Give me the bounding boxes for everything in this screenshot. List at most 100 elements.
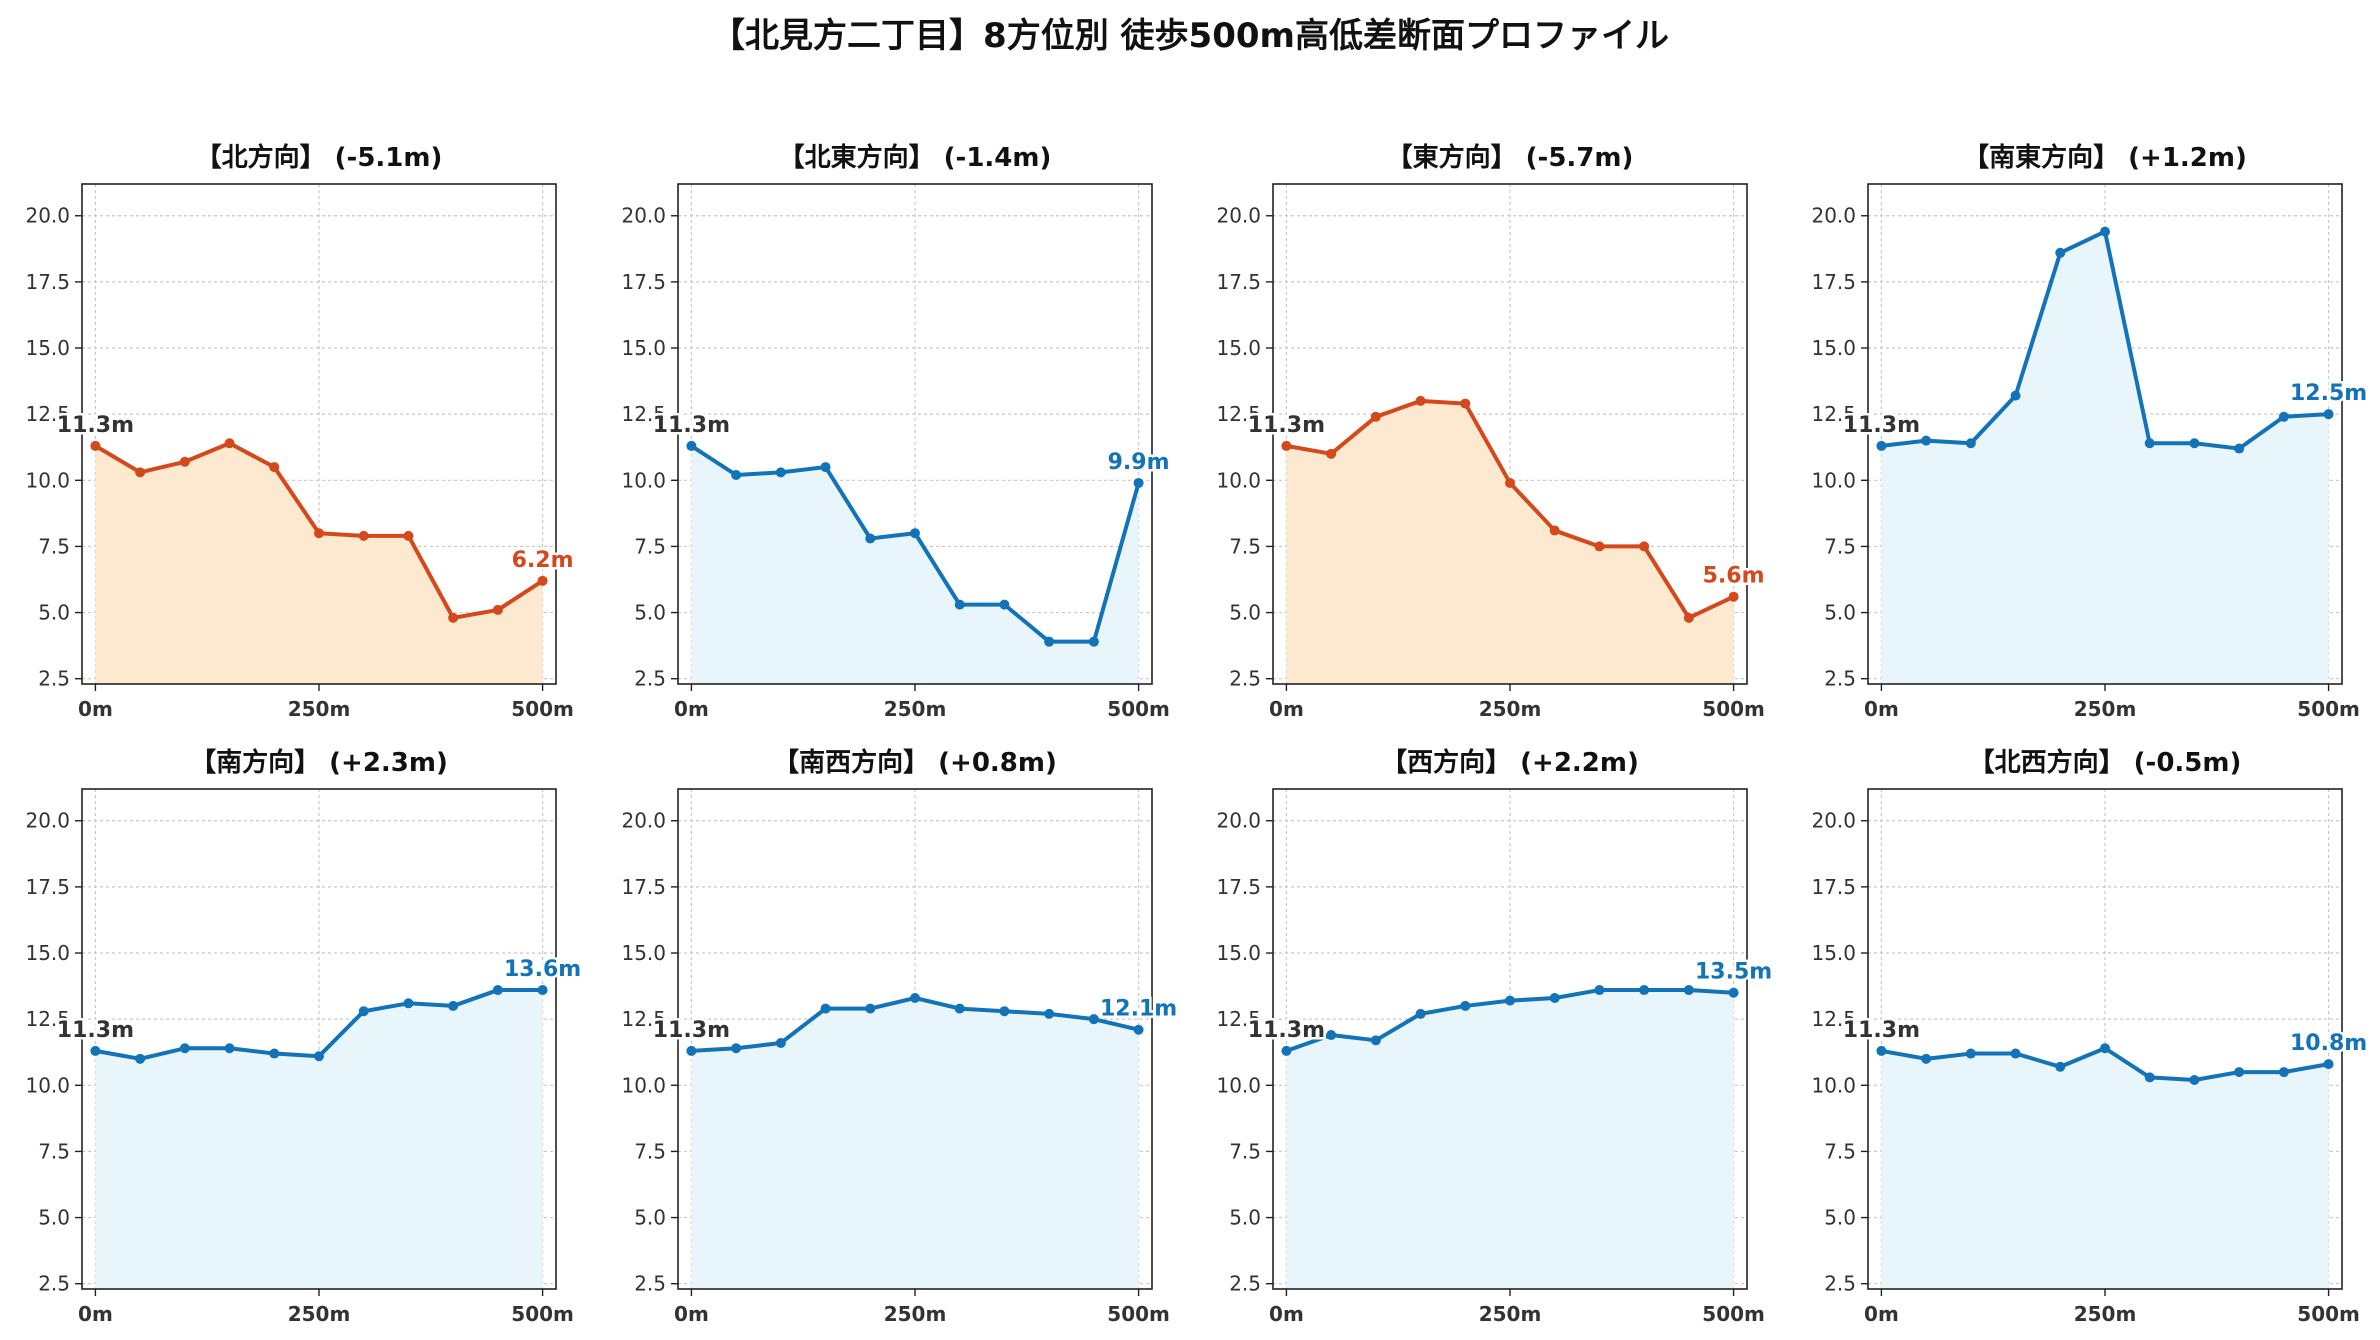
profile-point [686, 440, 697, 451]
y-tick-label: 2.5 [1824, 667, 1856, 691]
profile-point [1639, 985, 1650, 996]
y-tick-label: 10.0 [25, 1073, 70, 1097]
y-tick-label: 20.0 [25, 809, 70, 833]
profile-point [90, 440, 101, 451]
profile-point [403, 530, 414, 541]
profile-area [1286, 990, 1734, 1289]
profile-point [686, 1045, 697, 1056]
profile-point [403, 998, 414, 1009]
profile-point [1088, 1014, 1099, 1025]
start-elevation-label: 11.3m [653, 413, 730, 438]
y-tick-label: 15.0 [1811, 941, 1856, 965]
y-tick-label: 2.5 [634, 667, 666, 691]
y-tick-label: 5.0 [38, 601, 70, 625]
start-elevation-label: 11.3m [653, 1018, 730, 1043]
y-tick-label: 12.5 [1811, 1007, 1856, 1031]
y-tick-label: 12.5 [621, 1007, 666, 1031]
profile-point [1460, 1000, 1471, 1011]
end-elevation-label: 13.5m [1695, 960, 1772, 985]
profile-point [2144, 438, 2155, 449]
y-tick-label: 15.0 [621, 941, 666, 965]
profile-point [1728, 591, 1739, 602]
profile-point [2278, 1067, 2289, 1078]
y-tick-label: 2.5 [38, 1272, 70, 1296]
y-tick-label: 7.5 [38, 534, 70, 558]
start-elevation-label: 11.3m [1843, 1018, 1920, 1043]
y-tick-label: 15.0 [25, 941, 70, 965]
profile-area [1881, 231, 2329, 684]
profile-point [1683, 612, 1694, 623]
y-tick-label: 5.0 [1824, 1206, 1856, 1230]
y-tick-label: 17.5 [25, 875, 70, 899]
x-tick-label: 0m [674, 697, 709, 721]
profile-panel-0: 【北方向】 (-5.1m) 2.5 5.0 7.5 10.0 12.5 15.0 17.5 20… [25, 142, 576, 721]
profile-point [1594, 985, 1605, 996]
x-tick-label: 0m [674, 1302, 709, 1326]
profile-point [1415, 1008, 1426, 1019]
y-tick-label: 15.0 [25, 336, 70, 360]
profile-point [999, 1006, 1010, 1017]
profile-point [1549, 525, 1560, 536]
profile-point [2189, 438, 2200, 449]
x-tick-label: 250m [884, 697, 947, 721]
y-tick-label: 12.5 [1811, 402, 1856, 426]
profile-area [691, 997, 1139, 1289]
y-tick-label: 7.5 [1824, 1139, 1856, 1163]
y-tick-label: 2.5 [1229, 667, 1261, 691]
profile-point [179, 1043, 190, 1054]
profile-point [492, 985, 503, 996]
profile-point [1921, 1053, 1932, 1064]
profile-point [1044, 1008, 1055, 1019]
profile-point [314, 1051, 324, 1062]
profile-area [691, 445, 1139, 684]
x-tick-label: 250m [288, 697, 351, 721]
start-elevation-label: 11.3m [57, 413, 134, 438]
y-tick-label: 5.0 [38, 1206, 70, 1230]
x-tick-label: 0m [1269, 1302, 1304, 1326]
x-tick-label: 0m [1864, 697, 1899, 721]
y-tick-label: 7.5 [38, 1139, 70, 1163]
y-tick-label: 17.5 [25, 270, 70, 294]
profile-point [1505, 995, 1515, 1006]
x-tick-label: 0m [1269, 697, 1304, 721]
profile-point [1965, 438, 1976, 449]
profile-point [179, 456, 190, 467]
y-tick-label: 10.0 [1811, 1073, 1856, 1097]
profile-point [2010, 390, 2021, 401]
x-tick-label: 0m [78, 697, 113, 721]
y-tick-label: 15.0 [1811, 336, 1856, 360]
profile-point [1088, 636, 1099, 647]
profile-point [224, 1043, 235, 1054]
panel-title: 【南方向】 (+2.3m) [190, 747, 448, 778]
y-tick-label: 20.0 [25, 204, 70, 228]
x-tick-label: 250m [1479, 1302, 1542, 1326]
y-tick-label: 17.5 [621, 875, 666, 899]
profile-point [1415, 395, 1426, 406]
x-tick-label: 500m [1702, 697, 1765, 721]
start-elevation-label: 11.3m [1248, 1018, 1325, 1043]
x-tick-label: 500m [2297, 1302, 2360, 1326]
profile-point [135, 1053, 146, 1064]
profile-panel-5: 【南西方向】 (+0.8m) 2.5 5.0 7.5 10.0 12.5 15.0 17.5 2… [621, 747, 1179, 1326]
profile-point [2234, 443, 2245, 454]
x-tick-label: 500m [1702, 1302, 1765, 1326]
profile-point [358, 530, 369, 541]
profile-point [1549, 992, 1560, 1003]
x-tick-label: 250m [288, 1302, 351, 1326]
y-tick-label: 10.0 [621, 468, 666, 492]
y-tick-label: 5.0 [634, 1206, 666, 1230]
profile-point [358, 1006, 369, 1017]
panel-title: 【南西方向】 (+0.8m) [773, 747, 1057, 778]
profile-point [2189, 1075, 2200, 1086]
profile-point [820, 1003, 831, 1014]
y-tick-label: 7.5 [634, 534, 666, 558]
y-tick-label: 17.5 [1216, 270, 1261, 294]
y-tick-label: 12.5 [1216, 402, 1261, 426]
profile-point [999, 599, 1010, 610]
profile-point [2055, 247, 2066, 258]
profile-point [1965, 1048, 1976, 1059]
profile-point [1921, 435, 1932, 446]
y-tick-label: 7.5 [1824, 534, 1856, 558]
x-tick-label: 500m [1107, 697, 1170, 721]
